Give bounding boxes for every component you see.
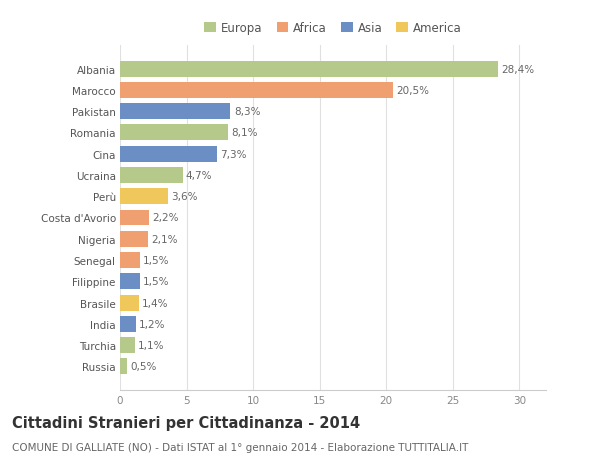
Text: 1,1%: 1,1%: [138, 340, 164, 350]
Text: COMUNE DI GALLIATE (NO) - Dati ISTAT al 1° gennaio 2014 - Elaborazione TUTTITALI: COMUNE DI GALLIATE (NO) - Dati ISTAT al …: [12, 442, 469, 452]
Text: 8,3%: 8,3%: [234, 107, 260, 117]
Text: 0,5%: 0,5%: [130, 362, 157, 371]
Bar: [120, 189, 168, 205]
Bar: [120, 337, 134, 353]
Bar: [120, 252, 140, 269]
Text: 1,5%: 1,5%: [143, 256, 170, 265]
Text: 1,5%: 1,5%: [143, 277, 170, 287]
Text: 28,4%: 28,4%: [502, 65, 535, 74]
Text: 1,2%: 1,2%: [139, 319, 166, 329]
Bar: [120, 146, 217, 162]
Legend: Europa, Africa, Asia, America: Europa, Africa, Asia, America: [200, 17, 466, 40]
Text: 3,6%: 3,6%: [171, 192, 198, 202]
Bar: [120, 358, 127, 375]
Text: 8,1%: 8,1%: [231, 128, 257, 138]
Bar: [120, 168, 182, 184]
Text: 1,4%: 1,4%: [142, 298, 169, 308]
Text: Cittadini Stranieri per Cittadinanza - 2014: Cittadini Stranieri per Cittadinanza - 2…: [12, 415, 360, 431]
Bar: [120, 210, 149, 226]
Bar: [120, 62, 498, 78]
Bar: [120, 316, 136, 332]
Text: 7,3%: 7,3%: [221, 149, 247, 159]
Bar: [120, 125, 228, 141]
Bar: [120, 104, 230, 120]
Bar: [120, 83, 393, 99]
Bar: [120, 274, 140, 290]
Bar: [120, 231, 148, 247]
Bar: [120, 295, 139, 311]
Text: 20,5%: 20,5%: [396, 86, 429, 96]
Text: 2,1%: 2,1%: [151, 234, 178, 244]
Text: 4,7%: 4,7%: [186, 171, 212, 180]
Text: 2,2%: 2,2%: [152, 213, 179, 223]
